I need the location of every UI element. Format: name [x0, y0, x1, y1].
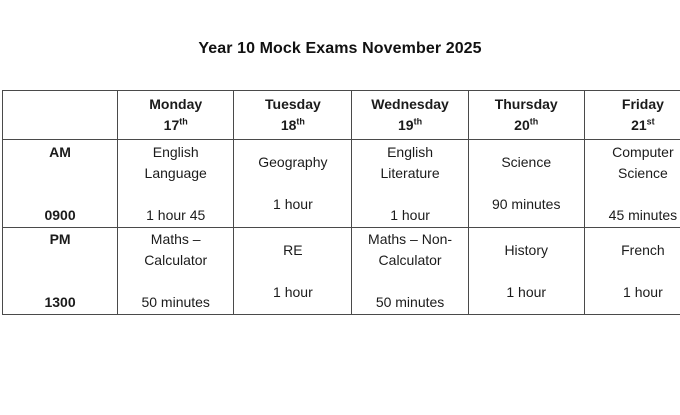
day-date-ordinal: th: [413, 116, 423, 127]
exam-cell-monday-am: English Language 1 hour 45: [117, 139, 235, 228]
layout-spacer: [235, 173, 351, 194]
layout-spacer: [585, 184, 680, 205]
exam-subject: Computer Science: [585, 142, 680, 184]
day-date: 21st: [585, 115, 680, 136]
subject-line: Geography: [258, 154, 328, 170]
session-cell-pm: PM 1300: [1, 227, 119, 315]
exam-cell-thursday-pm: History 1 hour: [467, 227, 585, 315]
exam-subject: Maths – Calculator: [119, 229, 233, 271]
day-date: 17th: [119, 115, 233, 136]
day-date-ordinal: st: [646, 116, 655, 127]
layout-spacer: [235, 261, 351, 282]
corner-cell: [1, 90, 119, 140]
exam-duration: 1 hour: [506, 283, 547, 300]
exam-subject: RE: [235, 240, 351, 261]
day-name: Thursday: [494, 96, 558, 112]
session-time: 0900: [44, 206, 76, 223]
day-date-ordinal: th: [179, 116, 188, 127]
subject-line: Calculator: [144, 252, 208, 268]
day-date: 19th: [353, 115, 467, 136]
subject-line: Science: [617, 164, 668, 181]
session-time: 1300: [44, 294, 76, 310]
day-date-number: 21: [631, 117, 647, 133]
subject-line: Maths –: [150, 231, 201, 247]
day-name: Friday: [621, 96, 664, 112]
exam-subject: Geography: [235, 152, 351, 173]
exam-duration: 50 minutes: [141, 294, 210, 310]
layout-spacer: [353, 271, 467, 292]
subject-line: Maths – Non-: [368, 231, 453, 247]
exam-cell-tuesday-am: Geography 1 hour: [233, 139, 353, 228]
session-cell-am: AM 0900: [1, 139, 119, 228]
exam-subject: Maths – Non- Calculator: [353, 229, 467, 271]
subject-line: RE: [283, 241, 303, 258]
day-date-number: 20: [514, 117, 530, 133]
exam-duration: 1 hour: [390, 206, 430, 223]
day-header-thursday: Thursday 20th: [467, 90, 585, 140]
day-header-wednesday: Wednesday 19th: [351, 90, 469, 140]
day-date-ordinal: th: [296, 116, 305, 127]
subject-line: Literature: [380, 164, 440, 181]
subject-line: English: [152, 143, 199, 160]
exam-cell-tuesday-pm: RE 1 hour: [233, 227, 353, 315]
pm-row: PM 1300 Maths – Calculator 50 minutes RE…: [1, 227, 680, 315]
session-label: AM: [49, 143, 71, 160]
exam-duration: 1 hour 45: [146, 206, 206, 223]
layout-spacer: [469, 173, 583, 194]
subject-line: Language: [144, 164, 207, 181]
layout-spacer: [4, 250, 117, 292]
am-row: AM 0900 English Language 1 hour 45 Geogr…: [1, 139, 680, 228]
day-date-number: 19: [398, 117, 414, 133]
exam-duration: 1 hour: [273, 196, 313, 212]
exam-duration: 90 minutes: [491, 196, 561, 212]
day-name: Monday: [149, 96, 203, 112]
exam-cell-wednesday-am: English Literature 1 hour: [351, 139, 469, 228]
day-date-number: 18: [280, 117, 297, 133]
exam-duration: 1 hour: [623, 283, 663, 300]
exam-cell-monday-pm: Maths – Calculator 50 minutes: [117, 227, 235, 315]
exam-cell-thursday-am: Science 90 minutes: [467, 139, 585, 228]
subject-line: Calculator: [378, 252, 442, 268]
exam-duration: 1 hour: [273, 283, 313, 300]
exam-subject: English Literature: [353, 142, 467, 184]
day-header-monday: Monday 17th: [117, 90, 235, 140]
layout-spacer: [469, 261, 583, 282]
exam-subject: Science: [469, 152, 583, 173]
layout-spacer: [119, 271, 233, 292]
day-date-number: 17: [163, 117, 180, 133]
exam-duration: 45 minutes: [608, 206, 678, 223]
page-title: Year 10 Mock Exams November 2025: [198, 40, 482, 57]
layout-spacer: [119, 184, 233, 205]
subject-line: History: [504, 241, 548, 258]
exam-cell-wednesday-pm: Maths – Non- Calculator 50 minutes: [351, 227, 469, 315]
exam-cell-friday-pm: French 1 hour: [583, 227, 680, 315]
session-label: PM: [49, 231, 71, 247]
subject-line: Science: [501, 154, 552, 170]
day-header-friday: Friday 21st: [583, 90, 680, 140]
exam-subject: History: [469, 240, 583, 261]
exam-duration: 50 minutes: [375, 294, 445, 310]
day-header-tuesday: Tuesday 18th: [233, 90, 353, 140]
exam-subject: English Language: [119, 142, 233, 184]
exam-cell-friday-am: Computer Science 45 minutes: [583, 139, 680, 228]
layout-spacer: [585, 261, 680, 282]
day-date-ordinal: th: [529, 116, 539, 127]
day-date: 18th: [235, 115, 351, 136]
layout-spacer: [4, 163, 117, 205]
exam-subject: French: [585, 240, 680, 261]
day-name: Wednesday: [371, 96, 449, 112]
day-date: 20th: [469, 115, 583, 136]
day-name: Tuesday: [265, 96, 321, 112]
layout-spacer: [353, 184, 467, 205]
subject-line: French: [621, 241, 665, 258]
table-header-row: Monday 17th Tuesday 18th Wednesday 19th …: [1, 90, 680, 140]
subject-line: English: [387, 143, 434, 160]
exam-timetable: Monday 17th Tuesday 18th Wednesday 19th …: [1, 90, 680, 315]
subject-line: Computer: [612, 143, 674, 160]
